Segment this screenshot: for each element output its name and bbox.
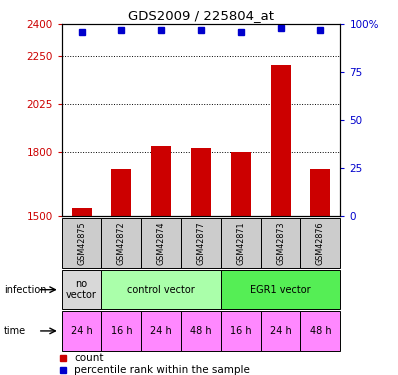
Text: GSM42873: GSM42873 bbox=[276, 221, 285, 265]
Bar bbox=[300, 311, 340, 351]
Bar bbox=[221, 270, 340, 309]
Text: GSM42872: GSM42872 bbox=[117, 221, 126, 265]
Bar bbox=[62, 270, 101, 309]
Bar bbox=[271, 65, 291, 216]
Bar bbox=[72, 208, 92, 216]
Bar bbox=[101, 311, 141, 351]
Bar bbox=[221, 311, 261, 351]
Text: GSM42871: GSM42871 bbox=[236, 221, 245, 265]
Bar bbox=[111, 169, 131, 216]
Bar bbox=[151, 146, 171, 216]
Text: GSM42874: GSM42874 bbox=[157, 221, 166, 265]
Bar bbox=[181, 311, 221, 351]
Bar bbox=[261, 311, 300, 351]
Bar bbox=[221, 217, 261, 268]
Bar bbox=[261, 217, 300, 268]
Bar bbox=[231, 152, 251, 216]
Bar bbox=[62, 311, 101, 351]
Text: control vector: control vector bbox=[127, 285, 195, 295]
Text: 48 h: 48 h bbox=[310, 326, 331, 336]
Bar bbox=[300, 217, 340, 268]
Bar bbox=[62, 217, 101, 268]
Text: 24 h: 24 h bbox=[150, 326, 172, 336]
Bar bbox=[191, 148, 211, 216]
Title: GDS2009 / 225804_at: GDS2009 / 225804_at bbox=[128, 9, 274, 22]
Bar bbox=[101, 217, 141, 268]
Text: time: time bbox=[4, 326, 26, 336]
Text: 16 h: 16 h bbox=[230, 326, 252, 336]
Bar bbox=[141, 217, 181, 268]
Bar bbox=[310, 169, 330, 216]
Text: GSM42875: GSM42875 bbox=[77, 221, 86, 265]
Text: 48 h: 48 h bbox=[190, 326, 212, 336]
Text: infection: infection bbox=[4, 285, 47, 295]
Text: count: count bbox=[74, 352, 104, 363]
Text: 16 h: 16 h bbox=[111, 326, 132, 336]
Text: GSM42876: GSM42876 bbox=[316, 221, 325, 265]
Bar bbox=[101, 270, 221, 309]
Text: 24 h: 24 h bbox=[71, 326, 92, 336]
Text: 24 h: 24 h bbox=[270, 326, 291, 336]
Bar bbox=[181, 217, 221, 268]
Text: EGR1 vector: EGR1 vector bbox=[250, 285, 311, 295]
Text: GSM42877: GSM42877 bbox=[197, 221, 205, 265]
Text: percentile rank within the sample: percentile rank within the sample bbox=[74, 365, 250, 375]
Bar bbox=[141, 311, 181, 351]
Text: no
vector: no vector bbox=[66, 279, 97, 300]
